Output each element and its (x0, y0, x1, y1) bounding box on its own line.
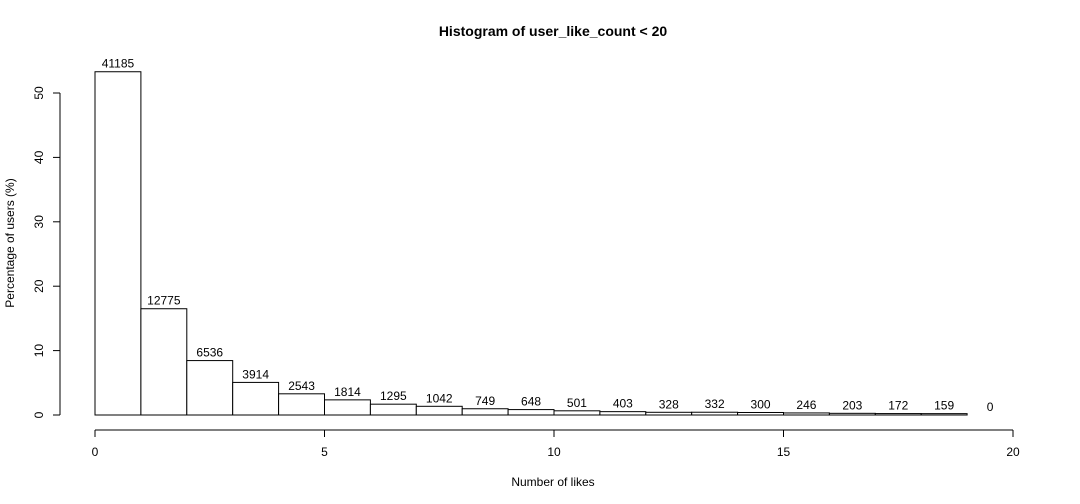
bar-count-label: 2543 (288, 379, 315, 393)
bar-count-label: 6536 (196, 346, 223, 360)
bar-count-label: 203 (842, 398, 862, 412)
y-tick-label: 10 (32, 344, 46, 358)
histogram-bar (415, 405, 463, 416)
histogram-bar (369, 403, 417, 416)
bars-group (94, 71, 968, 416)
y-axis-label: Percentage of users (%) (3, 178, 17, 307)
x-axis-label: Number of likes (511, 475, 594, 489)
bar-count-label: 328 (659, 397, 679, 411)
x-tick-label: 20 (1006, 445, 1020, 459)
histogram-bar (278, 393, 326, 416)
histogram-bar (645, 411, 693, 416)
bar-count-label: 246 (796, 398, 816, 412)
bar-count-label: 12775 (147, 294, 181, 308)
histogram-bar (691, 411, 739, 416)
y-axis: 0 10 20 30 40 50 (32, 86, 61, 418)
histogram-bar (186, 360, 234, 416)
x-axis: 0 5 10 15 20 (92, 429, 1020, 459)
histogram-bar (783, 412, 830, 416)
x-tick-label: 15 (777, 445, 791, 459)
histogram-bar (553, 410, 601, 416)
chart-title: Histogram of user_like_count < 20 (439, 23, 668, 39)
x-tick-label: 5 (321, 445, 328, 459)
x-tick-label: 0 (92, 445, 99, 459)
y-tick-label: 50 (32, 86, 46, 100)
bar-count-label: 0 (987, 400, 994, 414)
bar-count-label: 332 (705, 397, 725, 411)
histogram-bar (461, 408, 509, 416)
histogram-bar (920, 413, 968, 416)
histogram-bar (737, 411, 784, 416)
y-tick-label: 20 (32, 279, 46, 293)
histogram-bar (507, 409, 555, 416)
histogram-bar (874, 413, 922, 416)
bar-count-label: 1042 (426, 391, 453, 405)
bar-count-label: 159 (934, 399, 954, 413)
histogram-bar (599, 411, 647, 416)
bar-count-label: 41185 (102, 57, 135, 71)
bar-count-label: 648 (521, 395, 541, 409)
histogram-bar (232, 381, 280, 416)
histogram-bar (140, 308, 188, 416)
bar-count-label: 749 (475, 394, 495, 408)
bar-count-label: 300 (751, 397, 771, 411)
histogram-bar (324, 399, 371, 416)
histogram-bar (828, 412, 876, 416)
bar-count-label: 403 (613, 397, 633, 411)
bar-count-label: 1814 (334, 385, 361, 399)
bar-labels-group: 41185 12775 6536 3914 2543 1814 1295 1042 749 648… (102, 57, 994, 414)
bar-count-label: 172 (888, 399, 908, 413)
y-tick-label: 40 (32, 150, 46, 164)
bar-count-label: 501 (567, 396, 587, 410)
y-tick-label: 0 (32, 411, 46, 418)
y-tick-label: 30 (32, 215, 46, 229)
histogram-bar (94, 71, 142, 416)
bar-count-label: 1295 (380, 389, 407, 403)
x-tick-label: 10 (547, 445, 561, 459)
bar-count-label: 3914 (242, 367, 269, 381)
